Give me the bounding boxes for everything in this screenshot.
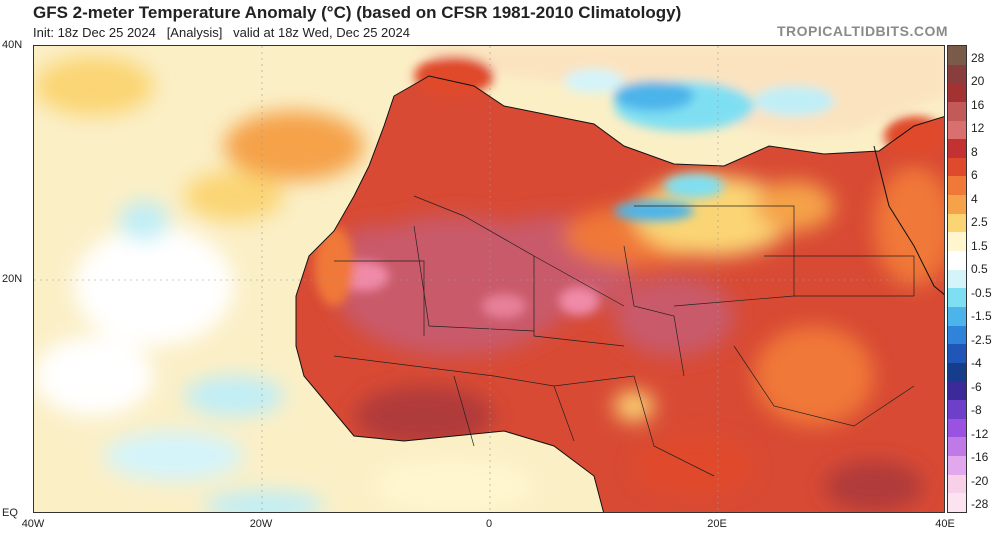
colorbar-label: 1.5 — [971, 238, 988, 253]
site-watermark: TROPICALTIDBITS.COM — [776, 23, 948, 39]
map-title: GFS 2-meter Temperature Anomaly (°C) (ba… — [33, 3, 682, 22]
colorbar-label: -20 — [971, 473, 989, 488]
colorbar-label: 4 — [971, 191, 978, 206]
colorbar-label: -16 — [971, 450, 989, 465]
colorbar-label: -2.5 — [971, 332, 992, 347]
colorbar — [947, 45, 967, 513]
colorbar-label: 0.5 — [971, 262, 988, 277]
colorbar-label: -8 — [971, 403, 982, 418]
colorbar-label: -28 — [971, 497, 989, 511]
colorbar-label: 12 — [971, 121, 985, 136]
colorbar-cell — [948, 83, 966, 103]
colorbar-label: 8 — [971, 144, 978, 159]
colorbar-cell — [948, 232, 966, 252]
colorbar-cell — [948, 400, 966, 420]
map-subtitle: Init: 18z Dec 25 2024 [Analysis] valid a… — [33, 25, 410, 40]
anomaly-map — [33, 45, 945, 513]
colorbar-cell — [948, 362, 966, 383]
lon-label-40e: 40E — [935, 518, 955, 530]
lon-label-20w: 20W — [249, 518, 273, 530]
lat-lon-grid — [34, 46, 944, 512]
coastline — [295, 75, 944, 512]
colorbar-label: 6 — [971, 168, 978, 183]
colorbar-cell — [948, 325, 966, 345]
colorbar-cell — [948, 269, 966, 289]
country-borders — [333, 195, 915, 477]
ocean-anomaly-patches — [34, 56, 534, 512]
lat-label-eq: EQ — [2, 507, 18, 519]
lon-label-40w: 40W — [21, 518, 45, 530]
colorbar-cell — [948, 120, 966, 140]
mediterranean-area — [414, 46, 944, 156]
lon-label-0: 0 — [485, 518, 493, 530]
colorbar-cell — [948, 437, 966, 457]
colorbar-label: -0.5 — [971, 285, 992, 300]
colorbar-label: -1.5 — [971, 309, 992, 324]
colorbar-cell — [948, 288, 966, 308]
lat-label-40n: 40N — [2, 39, 23, 51]
colorbar-cell — [948, 456, 966, 476]
lat-label-20n: 20N — [2, 273, 23, 285]
colorbar-cell — [948, 418, 966, 439]
colorbar-label: -12 — [971, 426, 989, 441]
colorbar-label: 28 — [971, 51, 985, 65]
colorbar-cell — [948, 306, 966, 327]
colorbar-cell — [948, 195, 966, 215]
colorbar-cell — [948, 46, 966, 66]
colorbar-cell — [948, 139, 966, 159]
colorbar-label: -4 — [971, 356, 982, 371]
colorbar-cell — [948, 213, 966, 233]
colorbar-cell — [948, 474, 966, 494]
colorbar-label: 16 — [971, 97, 985, 112]
colorbar-label: 20 — [971, 74, 985, 89]
colorbar-cell — [948, 251, 966, 271]
colorbar-label: 2.5 — [971, 215, 988, 230]
colorbar-cell — [948, 493, 966, 512]
colorbar-cell — [948, 381, 966, 401]
colorbar-cell — [948, 101, 966, 122]
map-canvas — [34, 46, 944, 512]
colorbar-cell — [948, 157, 966, 178]
lon-label-20e: 20E — [707, 518, 727, 530]
colorbar-cell — [948, 344, 966, 364]
colorbar-label: -6 — [971, 379, 982, 394]
colorbar-cell — [948, 176, 966, 196]
colorbar-cell — [948, 64, 966, 84]
